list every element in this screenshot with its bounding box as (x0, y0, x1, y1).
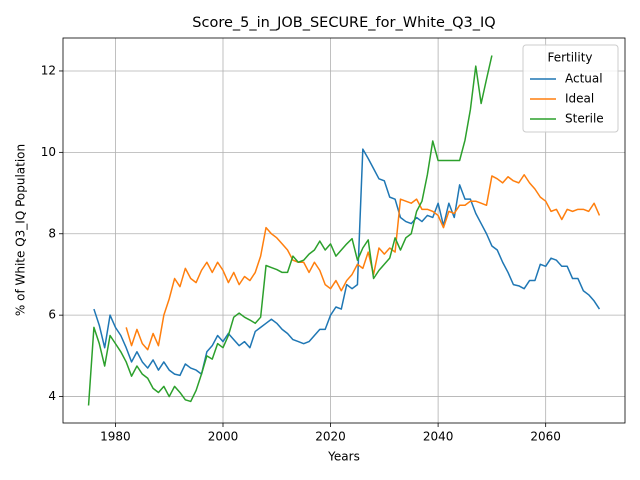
x-tick-label: 2020 (315, 430, 346, 444)
y-tick-label: 8 (48, 226, 56, 240)
legend-label: Ideal (565, 92, 594, 106)
legend-label: Actual (565, 72, 603, 86)
line-series (125, 173, 601, 351)
y-tick-label: 4 (48, 389, 56, 403)
legend-label: Sterile (565, 112, 604, 126)
line-series (87, 55, 493, 406)
y-tick-label: 12 (41, 63, 56, 77)
legend-box (522, 44, 619, 133)
y-axis-label: % of White Q3_IQ Population (14, 144, 28, 316)
legend: Fertility Actual Ideal Sterile (522, 44, 619, 133)
x-tick-label: 2040 (423, 430, 454, 444)
y-tick-label: 10 (41, 145, 56, 159)
x-axis-label: Years (327, 450, 360, 464)
x-tick-label: 1980 (100, 430, 131, 444)
legend-title: Fertility (547, 51, 592, 65)
line-series (93, 148, 601, 377)
axes-frame (62, 37, 626, 424)
y-tick-label: 6 (48, 308, 56, 322)
x-tick-label: 2000 (208, 430, 239, 444)
chart-title: Score_5_in_JOB_SECURE_for_White_Q3_IQ (192, 15, 495, 31)
x-tick-label: 2060 (530, 430, 561, 444)
